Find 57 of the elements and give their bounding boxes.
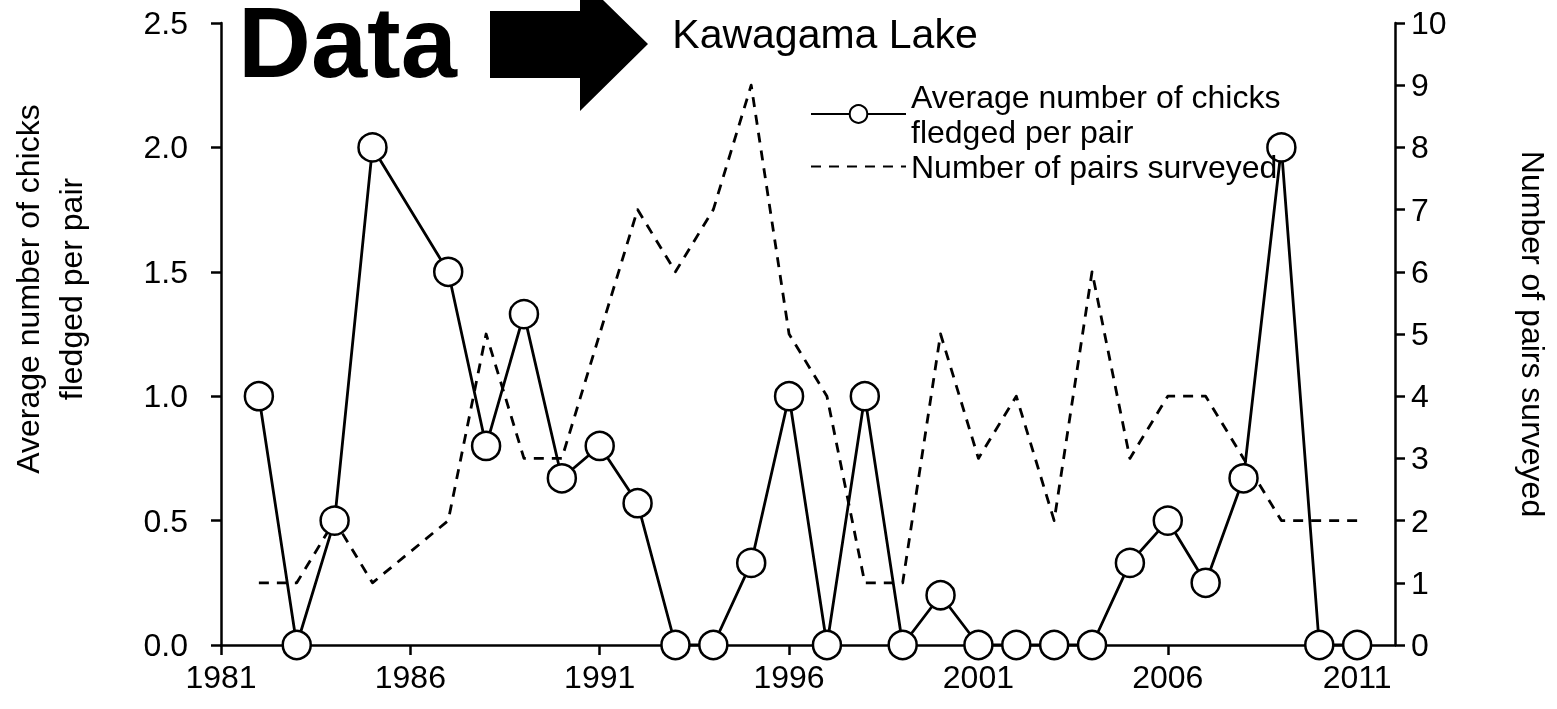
x-tick-label: 1986: [374, 659, 446, 695]
point: [243, 380, 275, 412]
y2-tick-label: 5: [1411, 316, 1429, 352]
point: [1228, 463, 1259, 494]
y2-tick-label: 9: [1411, 67, 1429, 104]
point: [925, 580, 956, 611]
x-tick-label: 2011: [1322, 659, 1392, 695]
point: [1038, 629, 1070, 661]
point: [660, 629, 691, 661]
y-tick-label: 2.0: [143, 129, 188, 166]
point: [887, 629, 918, 661]
point: [1190, 567, 1221, 599]
point: [849, 380, 881, 412]
y2-tick-label: 4: [1411, 378, 1429, 415]
point: [508, 298, 540, 330]
point: [433, 256, 464, 288]
y2-tick-label: 1: [1411, 564, 1429, 601]
y2-tick-label: 2: [1411, 502, 1429, 539]
y-tick-label: 0.0: [143, 627, 188, 663]
y2-tick-label: 8: [1411, 129, 1429, 166]
x-tick-label: 2001: [942, 659, 1015, 695]
x-tick-label: 1996: [753, 659, 825, 695]
y-axis-title: Average number of chicks fledged per pair: [9, 104, 89, 474]
point: [546, 463, 578, 494]
point: [622, 487, 653, 519]
annotation: Data: [238, 0, 457, 98]
y-tick-label: 1.0: [143, 378, 188, 415]
y2-tick-label: 6: [1411, 253, 1429, 290]
legend-label: Average number of chicks fledged per pair: [911, 78, 1290, 150]
y2-tick-label: 7: [1411, 191, 1429, 228]
point: [1304, 629, 1335, 661]
point: [963, 629, 994, 661]
point: [773, 380, 805, 412]
chart-title: Kawagama Lake: [672, 10, 978, 57]
point: [470, 430, 502, 462]
x-tick-label: 2006: [1132, 659, 1204, 695]
point: [1341, 629, 1373, 661]
y2-tick-label: 10: [1411, 5, 1447, 41]
y-tick-label: 1.5: [143, 253, 188, 290]
point: [1114, 547, 1146, 579]
point: [1076, 629, 1108, 661]
point: [811, 629, 843, 661]
point: [584, 430, 615, 462]
y-tick-label: 2.5: [143, 5, 188, 41]
y2-axis-title: Number of pairs surveyed: [1515, 150, 1551, 518]
point: [357, 132, 388, 163]
x-tick-label: 1981: [185, 659, 257, 695]
x-tick-label: 1991: [564, 659, 636, 695]
point: [281, 629, 312, 661]
point: [698, 629, 729, 661]
point: [735, 547, 767, 579]
y-tick-label: 0.5: [143, 502, 188, 539]
point: [319, 505, 350, 536]
y2-tick-label: 0: [1411, 627, 1429, 663]
point: [1152, 505, 1184, 536]
y2-tick-label: 3: [1411, 440, 1429, 477]
point: [1001, 629, 1032, 661]
